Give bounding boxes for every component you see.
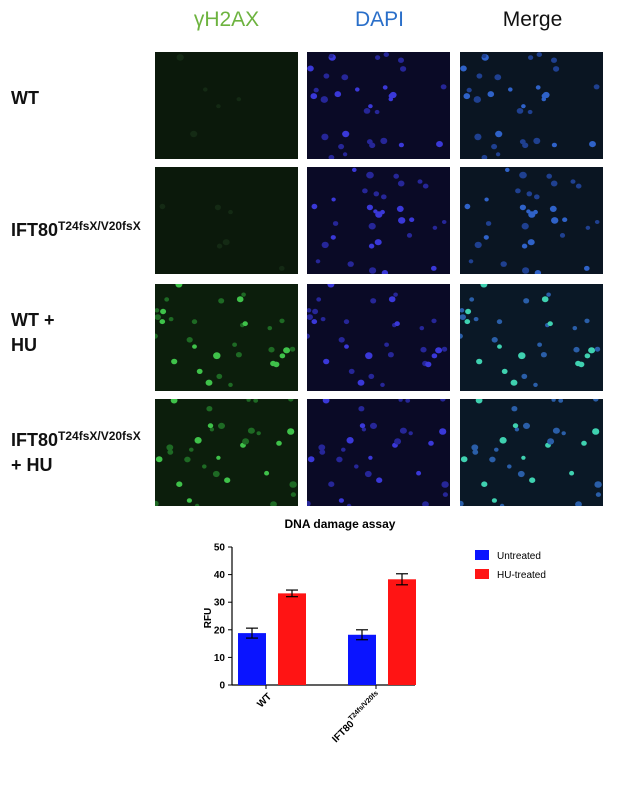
legend-label-0: Untreated bbox=[497, 551, 541, 562]
row-label-main: IFT80 bbox=[11, 430, 59, 450]
micrograph-wt-hu-dapi bbox=[307, 284, 450, 391]
bar-untreated-0 bbox=[238, 633, 266, 685]
y-tick-label: 0 bbox=[219, 681, 225, 692]
y-tick-label: 50 bbox=[214, 543, 226, 554]
dna-damage-bar-chart: DNA damage assay RFU 0 10 20 30 40 50 WT IFT80T… bbox=[203, 517, 546, 745]
micrograph-ift80-hu-merge bbox=[460, 399, 603, 506]
row-label-main: WT + bbox=[11, 310, 55, 330]
micrograph-ift80-hu-dapi bbox=[307, 399, 450, 506]
y-tick-label: 20 bbox=[214, 625, 226, 636]
column-header-gh2ax: γH2AX bbox=[193, 8, 260, 31]
y-tick-label: 30 bbox=[214, 598, 226, 609]
x-category-label: WT bbox=[255, 691, 274, 710]
x-category-label: IFT80T24fs/V20fs bbox=[329, 690, 384, 745]
legend-swatch-1 bbox=[475, 569, 489, 579]
micrograph-wt-hu-merge bbox=[460, 284, 603, 391]
micrograph-ift80-hu-gh2ax bbox=[155, 399, 298, 506]
bar-hu-treated-0 bbox=[278, 593, 306, 685]
bar-hu-treated-1 bbox=[388, 579, 416, 685]
micrograph-wt-gh2ax bbox=[155, 52, 298, 159]
micrograph-wt-merge bbox=[460, 52, 603, 159]
row-label-superscript: T24fsX/V20fsX bbox=[58, 429, 141, 443]
y-tick-label: 40 bbox=[214, 570, 226, 581]
row-label-ift80: IFT80T24fsX/V20fsX bbox=[11, 214, 141, 243]
legend-label-1: HU-treated bbox=[497, 570, 546, 581]
row-label-main: IFT80 bbox=[11, 220, 59, 240]
micrograph-ift80-dapi bbox=[307, 167, 450, 274]
row-label-superscript: T24fsX/V20fsX bbox=[58, 219, 141, 233]
legend-swatch-0 bbox=[475, 550, 489, 560]
micrograph-ift80-gh2ax bbox=[155, 167, 298, 274]
micrograph-wt-hu-gh2ax bbox=[155, 284, 298, 391]
row-label-suffix: + HU bbox=[11, 455, 53, 475]
micrograph-wt-dapi bbox=[307, 52, 450, 159]
row-label-wt: WT bbox=[11, 86, 39, 111]
column-header-merge: Merge bbox=[502, 8, 563, 31]
row-label-wt-hu: WT + HU bbox=[11, 308, 55, 358]
y-tick-label: 10 bbox=[214, 653, 226, 664]
chart-title: DNA damage assay bbox=[285, 517, 396, 531]
y-axis-label: RFU bbox=[203, 608, 214, 629]
column-header-dapi: DAPI bbox=[354, 8, 404, 31]
row-label-suffix: HU bbox=[11, 335, 37, 355]
bar-untreated-1 bbox=[348, 634, 376, 685]
row-label-ift80-hu: IFT80T24fsX/V20fsX + HU bbox=[11, 424, 141, 478]
row-label-main: WT bbox=[11, 88, 39, 108]
micrograph-ift80-merge bbox=[460, 167, 603, 274]
